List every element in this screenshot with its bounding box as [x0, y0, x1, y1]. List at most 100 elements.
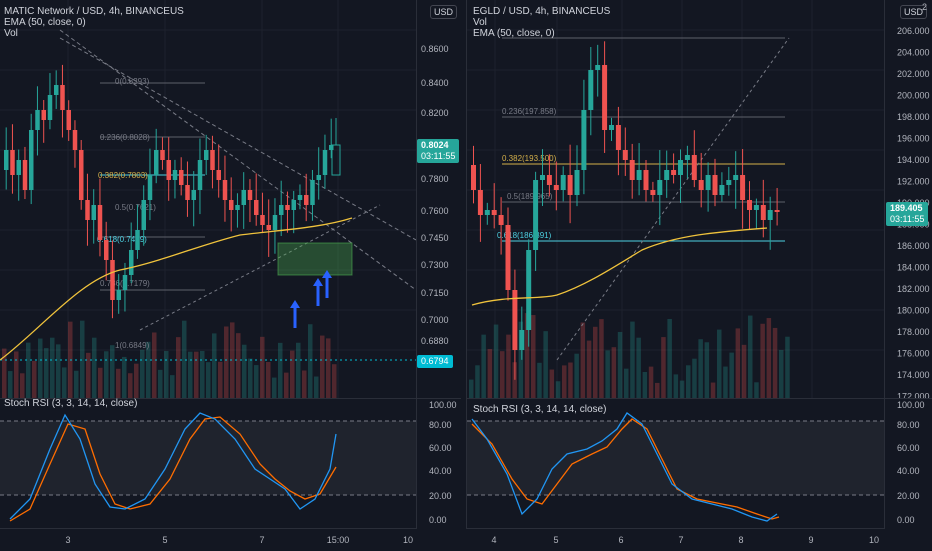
left-currency-button[interactable]: USD [430, 5, 458, 19]
volume-bar [272, 377, 277, 398]
price-tick: 0.7300 [421, 260, 449, 270]
candle-body [210, 150, 215, 170]
volume-bar [518, 321, 524, 398]
price-tick: 0.8200 [421, 108, 449, 118]
volume-bar [128, 373, 133, 398]
candle-body [191, 190, 196, 200]
volume-bar [549, 369, 555, 398]
price-tick: 174.000 [897, 370, 930, 380]
candle-body [712, 175, 718, 195]
candle-body [505, 225, 511, 290]
volume-bar [302, 370, 307, 398]
rsi-band [467, 421, 885, 495]
volume-bar [710, 382, 716, 398]
volume-bar [266, 361, 271, 398]
candle-body [774, 210, 780, 212]
candle-body [79, 150, 84, 200]
candle-body [216, 170, 221, 180]
right-price-tag: 189.405 03:11:55 [886, 202, 929, 226]
fib-label-1: 1(0.6849) [115, 341, 150, 350]
candle-body [60, 85, 65, 110]
volume-bar [86, 352, 91, 398]
volume-bar [655, 382, 660, 398]
right-rsi-pane[interactable] [466, 398, 885, 529]
volume-bar [110, 345, 115, 398]
left-ema-legend[interactable]: EMA (50, close, 0) [4, 17, 86, 28]
candle-body [643, 170, 649, 190]
time-tick: 6 [618, 535, 623, 545]
right-chart-pane[interactable]: 0.236(197.858) 0.382(193.500) 0.5(189.965)… [466, 0, 885, 398]
volume-bar [487, 349, 493, 398]
price-tick: 204.000 [897, 48, 930, 58]
right-ema-legend[interactable]: EMA (50, close, 0) [473, 28, 555, 39]
volume-bar [62, 367, 67, 398]
candle-body [705, 175, 711, 190]
rsi-tick: 60.00 [429, 443, 452, 453]
price-tick: 196.000 [897, 134, 930, 144]
volume-bar [568, 362, 573, 398]
buy-zone-box [277, 242, 353, 276]
candle-body [760, 205, 766, 220]
left-time-axis[interactable]: 3 5 7 15:00 10 [0, 528, 416, 551]
left-price-tag-countdown: 03:11:55 [421, 151, 456, 161]
left-vol-legend[interactable]: Vol [4, 28, 18, 39]
time-tick: 3 [65, 535, 70, 545]
candle-body [185, 185, 190, 200]
right-vol-legend[interactable]: Vol [473, 17, 487, 28]
candle-body [719, 185, 725, 195]
left-symbol-title[interactable]: MATIC Network / USD, 4h, BINANCEUS [4, 6, 184, 17]
price-tick: 194.000 [897, 155, 930, 165]
left-stoch-rsi-chart[interactable] [0, 399, 416, 529]
right-time-axis[interactable]: 4 5 6 7 8 9 10 [466, 528, 884, 551]
left-rsi-axis: 100.00 80.00 60.00 40.00 20.00 0.00 [416, 398, 461, 529]
candle-body [533, 180, 539, 250]
volume-bar [574, 353, 579, 398]
volume-bar [212, 333, 217, 398]
left-rsi-legend[interactable]: Stoch RSI (3, 3, 14, 14, close) [4, 398, 138, 409]
time-tick: 4 [491, 535, 496, 545]
right-price-axis[interactable]: 206.000 204.000 202.000 200.000 198.000 196.0… [884, 0, 932, 398]
left-chart-pane[interactable]: 0.236(0.8028) 0.382(0.7803) 0.618(0.7439) 0… [0, 0, 416, 398]
left-rsi-pane[interactable] [0, 398, 416, 529]
price-tick: 178.000 [897, 327, 930, 337]
volume-bar [260, 336, 265, 398]
volume-bar [506, 334, 511, 398]
time-tick: 8 [738, 535, 743, 545]
candle-body [179, 170, 184, 185]
volume-bar [673, 374, 679, 398]
candle-body [740, 175, 746, 200]
right-stoch-rsi-chart[interactable] [467, 399, 885, 529]
candle-body [733, 175, 739, 180]
right-price-chart[interactable]: 0.236(197.858) 0.382(193.500) 0.5(189.965)… [467, 0, 885, 398]
candle-body [41, 110, 46, 120]
volume-bar [555, 381, 561, 398]
price-tick: 186.000 [897, 241, 930, 251]
left-price-chart[interactable]: 0.236(0.8028) 0.382(0.7803) 0.618(0.7439) 0… [0, 0, 416, 398]
volume-bar [611, 347, 617, 398]
right-currency-button[interactable]: USD [900, 5, 928, 19]
candle-body [22, 160, 28, 190]
left-price-axis[interactable]: 0.8600 0.8400 0.8200 0.7800 0.7600 0.7450 0.73… [416, 0, 461, 398]
rsi-tick: 60.00 [897, 443, 920, 453]
volume-bar [158, 369, 163, 398]
right-rsi-legend[interactable]: Stoch RSI (3, 3, 14, 14, close) [473, 404, 607, 415]
fib-label-0236: 0.236(197.858) [502, 107, 557, 116]
candle-body [297, 195, 303, 200]
candle-body [4, 150, 9, 170]
volume-bar [617, 331, 623, 398]
rsi-tick: 20.00 [429, 491, 452, 501]
price-tick: 206.000 [897, 26, 930, 36]
volume-bar [785, 336, 790, 398]
volume-bar [661, 337, 666, 398]
volume-bar [296, 342, 301, 398]
volume-bar [717, 329, 722, 398]
right-price-tag-value: 189.405 [890, 203, 923, 213]
volume-bar [562, 365, 567, 398]
candle-body [172, 170, 178, 180]
right-symbol-title[interactable]: EGLD / USD, 4h, BINANCEUS [473, 6, 611, 17]
candle-body [129, 250, 134, 275]
volume-bar [116, 368, 121, 398]
candle-body [222, 180, 228, 200]
candle-body [29, 130, 34, 190]
candle-body [546, 175, 552, 185]
